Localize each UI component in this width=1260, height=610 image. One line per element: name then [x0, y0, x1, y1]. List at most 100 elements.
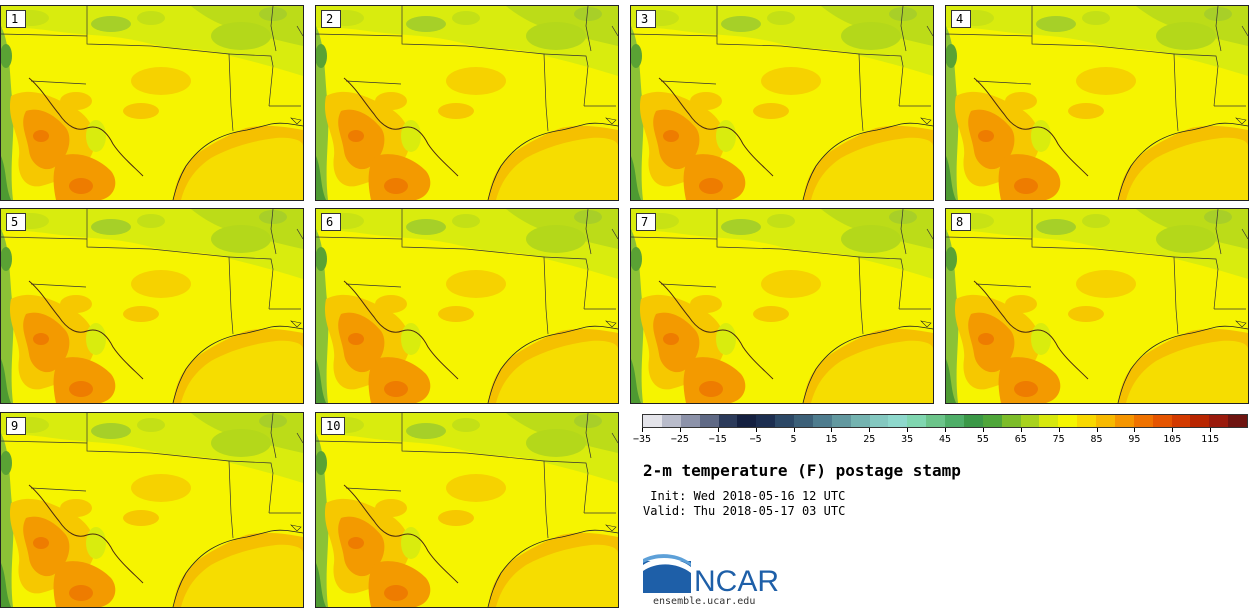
colorbar-segment: [756, 415, 776, 427]
panel-label: 7: [636, 213, 656, 231]
panel-2: 2: [315, 5, 619, 201]
panel-label: 3: [636, 10, 656, 28]
colorbar-tick: [907, 428, 909, 432]
colorbar-tick-label: 45: [938, 434, 952, 445]
panel-8: 8: [945, 208, 1249, 404]
colorbar-segment: [643, 415, 662, 427]
panel-label: 9: [6, 417, 26, 435]
colorbar-tick-label: 115: [1201, 434, 1220, 445]
colorbar-segment: [1171, 415, 1191, 427]
colorbar-segment: [1209, 415, 1229, 427]
colorbar-tick-label: 105: [1163, 434, 1182, 445]
ncar-logo-mark: NCAR: [643, 554, 779, 598]
panel-label: 2: [321, 10, 341, 28]
panel-4: 4: [945, 5, 1249, 201]
colorbar-tick: [642, 428, 643, 432]
colorbar-tick: [831, 428, 833, 432]
panel-3: 3: [630, 5, 934, 201]
panel-map: [631, 209, 933, 403]
panel-map: [1, 413, 303, 607]
colorbar-segment: [869, 415, 889, 427]
colorbar-tick: [679, 428, 681, 432]
colorbar-segment: [888, 415, 908, 427]
colorbar-tick-label: 95: [1128, 434, 1141, 445]
colorbar-segment: [850, 415, 870, 427]
init-time: Init: Wed 2018-05-16 12 UTC: [643, 489, 846, 503]
colorbar-tick-label: 5: [790, 434, 797, 445]
panel-7: 7: [630, 208, 934, 404]
colorbar-segment: [1020, 415, 1040, 427]
colorbar-segment: [1114, 415, 1134, 427]
colorbar-segment: [945, 415, 964, 427]
colorbar-segment: [1096, 415, 1115, 427]
colorbar-tick-label: 65: [1014, 434, 1027, 445]
colorbar-segment: [1133, 415, 1153, 427]
panel-map: [316, 6, 618, 200]
panel-10: 10: [315, 412, 619, 608]
colorbar-segment: [737, 415, 757, 427]
ncar-logo-text: NCAR: [694, 565, 779, 597]
panel-label: 6: [321, 213, 341, 231]
colorbar-tick: [793, 428, 795, 432]
colorbar-tick: [1210, 428, 1212, 432]
colorbar-segment: [794, 415, 813, 427]
panel-label: 4: [951, 10, 971, 28]
colorbar-tick: [1172, 428, 1174, 432]
colorbar-segment: [1190, 415, 1210, 427]
colorbar-tick-label: 75: [1052, 434, 1065, 445]
colorbar-segment: [926, 415, 945, 427]
panel-6: 6: [315, 208, 619, 404]
colorbar-tick: [717, 428, 719, 432]
colorbar-ticks: −35 −25 −15 −5 5 15 25 35 45 55 65 75 85 95 105 115: [633, 428, 1248, 448]
panel-5: 5: [0, 208, 304, 404]
colorbar-segment: [1228, 415, 1247, 427]
colorbar-tick-label: 15: [825, 434, 838, 445]
panel-map: [631, 6, 933, 200]
logo-url: ensemble.ucar.edu: [653, 596, 756, 607]
colorbar-tick-label: 25: [863, 434, 876, 445]
colorbar-segment: [1077, 415, 1096, 427]
colorbar-segment: [699, 415, 719, 427]
panel-map: [946, 6, 1248, 200]
colorbar-segment: [1058, 415, 1078, 427]
colorbar-segment: [1039, 415, 1059, 427]
panel-map: [316, 209, 618, 403]
colorbar-tick: [982, 428, 984, 432]
ncar-logo: NCAR: [642, 553, 792, 601]
panel-label: 5: [6, 213, 26, 231]
colorbar-tick: [1134, 428, 1136, 432]
valid-time: Valid: Thu 2018-05-17 03 UTC: [643, 504, 846, 518]
colorbar-segment: [1001, 415, 1021, 427]
colorbar-segment: [907, 415, 927, 427]
panel-map: [946, 209, 1248, 403]
colorbar-segment: [1152, 415, 1172, 427]
colorbar-tick-label: 85: [1090, 434, 1103, 445]
colorbar-tick: [755, 428, 757, 432]
colorbar-tick-label: 55: [976, 434, 989, 445]
panel-label: 8: [951, 213, 971, 231]
colorbar-segment: [775, 415, 794, 427]
panel-label: 10: [321, 417, 346, 435]
figure-title: 2-m temperature (F) postage stamp: [643, 461, 961, 480]
colorbar-tick-label: −25: [670, 434, 689, 445]
colorbar-tick: [1020, 428, 1022, 432]
colorbar-segment: [680, 415, 700, 427]
colorbar-tick-label: 35: [901, 434, 914, 445]
panel-map: [316, 413, 618, 607]
colorbar-tick-label: −5: [749, 434, 762, 445]
panel-map: [1, 6, 303, 200]
colorbar-segment: [963, 415, 983, 427]
colorbar-tick: [869, 428, 871, 432]
colorbar-segment: [831, 415, 851, 427]
colorbar-tick-label: −15: [708, 434, 727, 445]
panel-label: 1: [6, 10, 26, 28]
colorbar: [642, 414, 1248, 428]
colorbar-segment: [718, 415, 738, 427]
colorbar-segment: [982, 415, 1002, 427]
colorbar-segment: [812, 415, 832, 427]
colorbar-tick: [945, 428, 946, 432]
colorbar-segment: [661, 415, 681, 427]
panel-9: 9: [0, 412, 304, 608]
panel-map: [1, 209, 303, 403]
colorbar-tick-label: −35: [632, 434, 652, 445]
